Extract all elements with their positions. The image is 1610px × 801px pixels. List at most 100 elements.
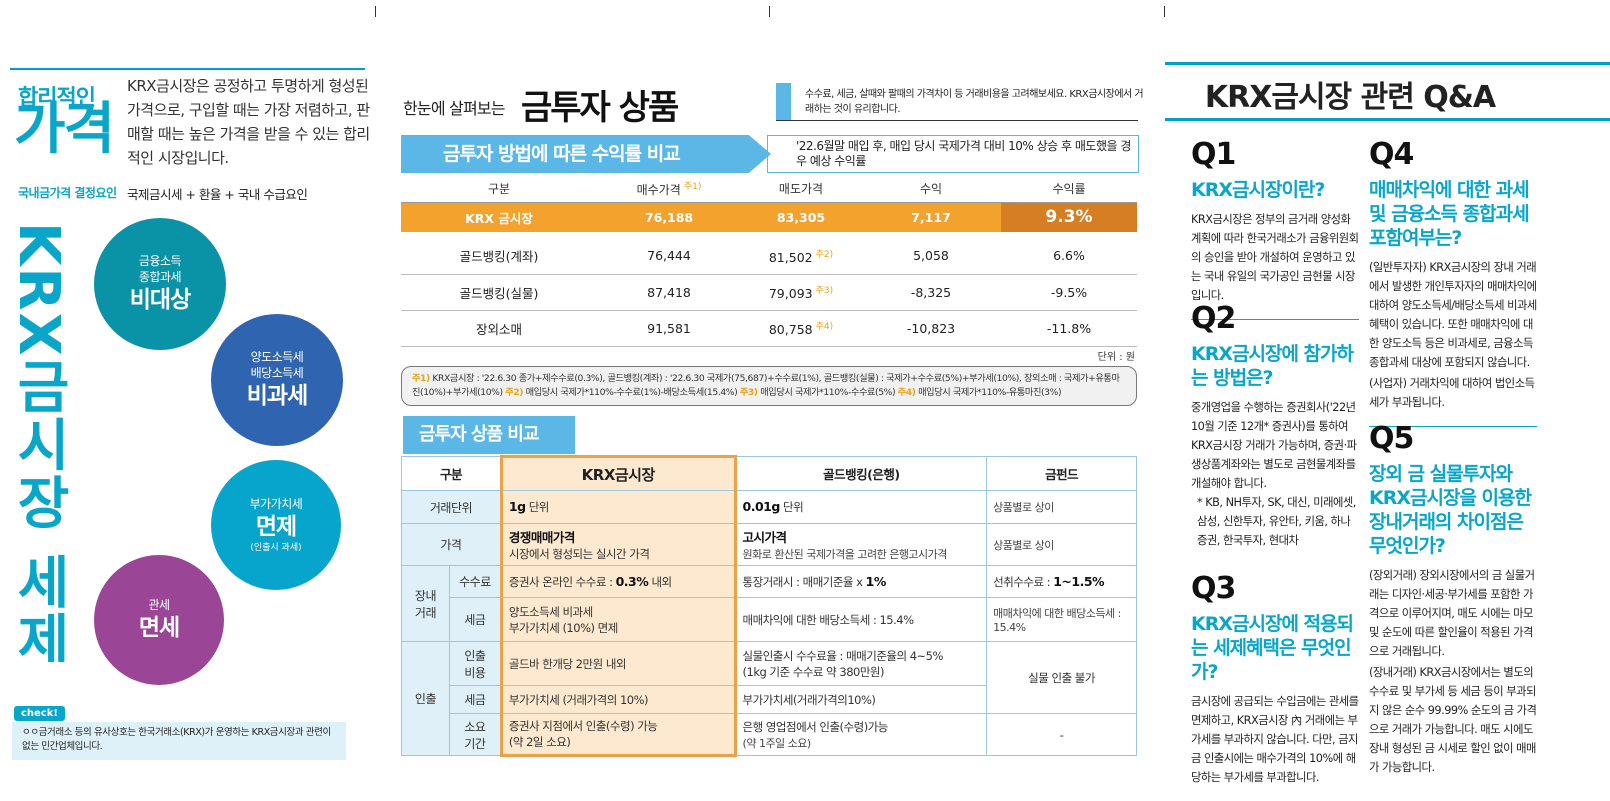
qa-item: Q5 장외 금 실물투자와 KRX금시장을 이용한 장내거래의 차이점은 무엇인… bbox=[1369, 422, 1537, 777]
cell-bank-text: 단위 bbox=[782, 500, 804, 514]
divider bbox=[1191, 319, 1359, 320]
cell-sell: 83,305 bbox=[741, 202, 861, 232]
question-number: Q4 bbox=[1369, 137, 1414, 172]
row-label: 가격 bbox=[401, 523, 502, 566]
footnote-ref: 주2) bbox=[815, 249, 834, 260]
answer-text: (사업자) 거래차익에 대하여 법인소득세가 부과됩니다. bbox=[1369, 377, 1535, 409]
circle-value: 비과세 bbox=[246, 383, 308, 409]
crop-mark bbox=[1164, 6, 1165, 17]
cell-rate: 6.6% bbox=[1001, 238, 1137, 275]
cell-profit: 7,117 bbox=[861, 202, 1001, 232]
cell-krx-text: 증권사 온라인 수수료 : bbox=[508, 574, 613, 589]
factor-value: 국제금시세 + 환율 + 국내 수급요인 bbox=[127, 187, 308, 202]
cell-sell: 80,758 주4) bbox=[741, 310, 861, 347]
question-number: Q5 bbox=[1369, 421, 1414, 456]
page-title: 금투자 상품 bbox=[521, 88, 679, 128]
table-row: 거래단위 1g 단위 0.01g 단위 상품별로 상이 bbox=[401, 490, 1137, 524]
table-row: 장외소매 91,581 80,758 주4) -10,823 -11.8% bbox=[401, 310, 1137, 347]
group-label: 인출 bbox=[401, 641, 450, 756]
question-title: KRX금시장에 적용되는 세제혜택은 무엇인가? bbox=[1191, 613, 1354, 683]
table-row: 장내 거래 수수료 증권사 온라인 수수료 : 0.3% 내외 통장거래시 : … bbox=[401, 565, 1137, 642]
cell-bank-text: 원화로 환산된 국제가격을 고려한 은행고시가격 bbox=[742, 548, 948, 561]
product-comparison-title: 금투자 상품 비교 bbox=[403, 416, 575, 454]
column-header-bank: 골드뱅킹(은행) bbox=[734, 456, 988, 491]
qa-item: Q2 KRX금시장에 참가하는 방법은? 중개영업을 수행하는 증권회사('22… bbox=[1191, 302, 1359, 550]
tax-benefit-circle: 관세 면세 bbox=[94, 555, 224, 685]
question-title: 장외 금 실물투자와 KRX금시장을 이용한 장내거래의 차이점은 무엇인가? bbox=[1369, 463, 1532, 557]
column-header: 구분 bbox=[401, 456, 502, 491]
cell-sell: 81,502 주2) bbox=[741, 238, 861, 275]
footnote-text: KRX금시장 : '22.6.30 종가+제수수료(0.3%), 골드뱅킹(계좌… bbox=[412, 373, 1120, 398]
tax-benefit-circle: 부가가치세 면제 (인출시 과세) bbox=[211, 460, 341, 590]
answer-text: (일반투자자) KRX금시장의 장내 거래에서 발생한 개인투자자의 매매차익에… bbox=[1369, 261, 1537, 369]
table-row: 가격 경쟁매매가격 시장에서 형성되는 실시간 가격 고시가격 원화로 환산된 국제… bbox=[401, 523, 1137, 566]
cell-name: 장외소매 bbox=[401, 310, 597, 347]
question-number: Q3 bbox=[1191, 571, 1236, 606]
cell-fund: 상품별로 상이 bbox=[986, 490, 1137, 524]
cell-krx-text: 부가가치세 (10%) 면제 bbox=[508, 620, 618, 635]
circle-label: 금융소득 종합과세 bbox=[138, 254, 182, 284]
accent-bar bbox=[776, 83, 791, 121]
return-comparison-banner: 금투자 방법에 따른 수익률 비교 bbox=[401, 135, 771, 173]
cell-fund-bold: 1~1.5% bbox=[1053, 573, 1105, 589]
reasonable-price-panel: 합리적인 가격 KRX금시장은 공정하고 투명하게 형성된 가격으로, 구입할 … bbox=[0, 0, 375, 801]
cell-bank-bold: 고시가격 bbox=[742, 530, 788, 545]
cell-krx-text: 단위 bbox=[528, 500, 550, 514]
row-label: 세금 bbox=[448, 685, 502, 714]
answer-text: (장외거래) 장외시장에서의 금 실물거래는 디자인·세공·부가세를 포함한 가… bbox=[1369, 569, 1535, 658]
gold-products-panel: 한눈에 살펴보는 금투자 상품 수수료, 세금, 살때와 팔때의 가격차이 등 … bbox=[395, 0, 1145, 801]
footnote-text: 매입당시 국제가*110%-수수료(1%)-배당소득세(15.4%) bbox=[525, 387, 738, 398]
tax-benefit-circle: 양도소득세 배당소득세 비과세 bbox=[211, 314, 343, 446]
table-row: 골드뱅킹(계좌) 76,444 81,502 주2) 5,058 6.6% bbox=[401, 238, 1137, 275]
cell-bank-bold: 1% bbox=[865, 573, 887, 589]
return-comparison-table: 구분 매수가격 주1) 매도가격 수익 수익률 KRX 금시장 76,188 83… bbox=[401, 176, 1137, 347]
answer-text: KRX금시장은 정부의 금거래 양성화 계획에 따라 한국거래소가 금융위원회의… bbox=[1191, 213, 1359, 302]
tax-benefit-circle: 금융소득 종합과세 비대상 bbox=[94, 218, 226, 350]
divider bbox=[776, 120, 1138, 121]
column-header: 매도가격 bbox=[741, 176, 861, 203]
cell-profit: 5,058 bbox=[861, 238, 1001, 275]
qa-item: Q4 매매차익에 대한 과세 및 금융소득 종합과세 포함여부는? (일반투자자… bbox=[1369, 138, 1537, 427]
column-header: 수익률 bbox=[1001, 176, 1137, 203]
cell-rate: 9.3% bbox=[1001, 202, 1137, 232]
footnote-ref: 주1) bbox=[683, 182, 702, 193]
divider bbox=[10, 68, 365, 70]
qa-title: KRX금시장 관련 Q&A bbox=[1204, 80, 1496, 115]
question-title: KRX금시장이란? bbox=[1191, 179, 1325, 201]
cell-krx-bold: 1g bbox=[508, 499, 526, 514]
factor-label: 국내금가격 결정요인 bbox=[18, 186, 117, 200]
price-description: KRX금시장은 공정하고 투명하게 형성된 가격으로, 구입할 때는 가장 저렴… bbox=[127, 77, 370, 167]
cell-sell: 79,093 주3) bbox=[741, 274, 861, 311]
cell-krx-bold: 0.3% bbox=[615, 573, 649, 589]
cell-krx-text: 증권사 지점에서 인출(수령) 가능 bbox=[508, 719, 658, 733]
table-row: 소요 기간 증권사 지점에서 인출(수령) 가능 (약 2일 소요) 은행 영업점… bbox=[402, 713, 1137, 757]
circle-note: (인출시 과세) bbox=[250, 543, 302, 553]
footnote-text: 매입당시 국제가*110%-수수료(5%) bbox=[760, 387, 896, 398]
table-row: 인출 인출 비용 골드바 한개당 2만원 내외 실물인출시 수수료율 : 매매기… bbox=[401, 641, 1137, 756]
cell-buy: 76,444 bbox=[597, 238, 741, 275]
footnotes: 주1) KRX금시장 : '22.6.30 종가+제수수료(0.3%), 골드뱅… bbox=[401, 366, 1137, 406]
cell-krx: 1g 단위 bbox=[499, 490, 737, 524]
cell-krx: 부가가치세 (거래가격의 10%) bbox=[499, 685, 737, 714]
heading-big: 가격 bbox=[14, 97, 115, 162]
row-label: 세금 bbox=[448, 597, 502, 642]
divider bbox=[1165, 62, 1610, 65]
circle-label: 양도소득세 배당소득세 bbox=[250, 350, 304, 380]
crop-mark bbox=[769, 6, 770, 17]
cell-krx-text: 시장에서 형성되는 실시간 가격 bbox=[508, 547, 650, 561]
qa-item: Q1 KRX금시장이란? KRX금시장은 정부의 금거래 양성화 계획에 따라 … bbox=[1191, 138, 1359, 320]
column-header: 수익 bbox=[861, 176, 1001, 203]
footnote-ref: 주3) bbox=[815, 285, 834, 296]
table-header-row: 구분 KRX금시장 골드뱅킹(은행) 금펀드 bbox=[401, 455, 1137, 491]
footnote-mark: 주3) bbox=[739, 387, 758, 398]
cell-name: KRX 금시장 bbox=[401, 202, 597, 232]
cell-krx: 골드바 한개당 2만원 내외 bbox=[499, 641, 737, 686]
cell-krx: 양도소득세 비과세 부가가치세 (10%) 면제 bbox=[499, 597, 737, 642]
table-row: 골드뱅킹(실물) 87,418 79,093 주3) -8,325 -9.5% bbox=[401, 274, 1137, 311]
cell-buy: 76,188 bbox=[597, 202, 741, 232]
check-notice: ㅇㅇ금거래소 등의 유사상호는 한국거래소(KRX)가 운영하는 KRX금시장과… bbox=[12, 722, 346, 760]
row-label: 소요 기간 bbox=[448, 713, 502, 756]
qa-item: Q3 KRX금시장에 적용되는 세제혜택은 무엇인가? 금시장에 공급되는 수입… bbox=[1191, 572, 1359, 787]
row-label: 인출 비용 bbox=[448, 641, 502, 686]
